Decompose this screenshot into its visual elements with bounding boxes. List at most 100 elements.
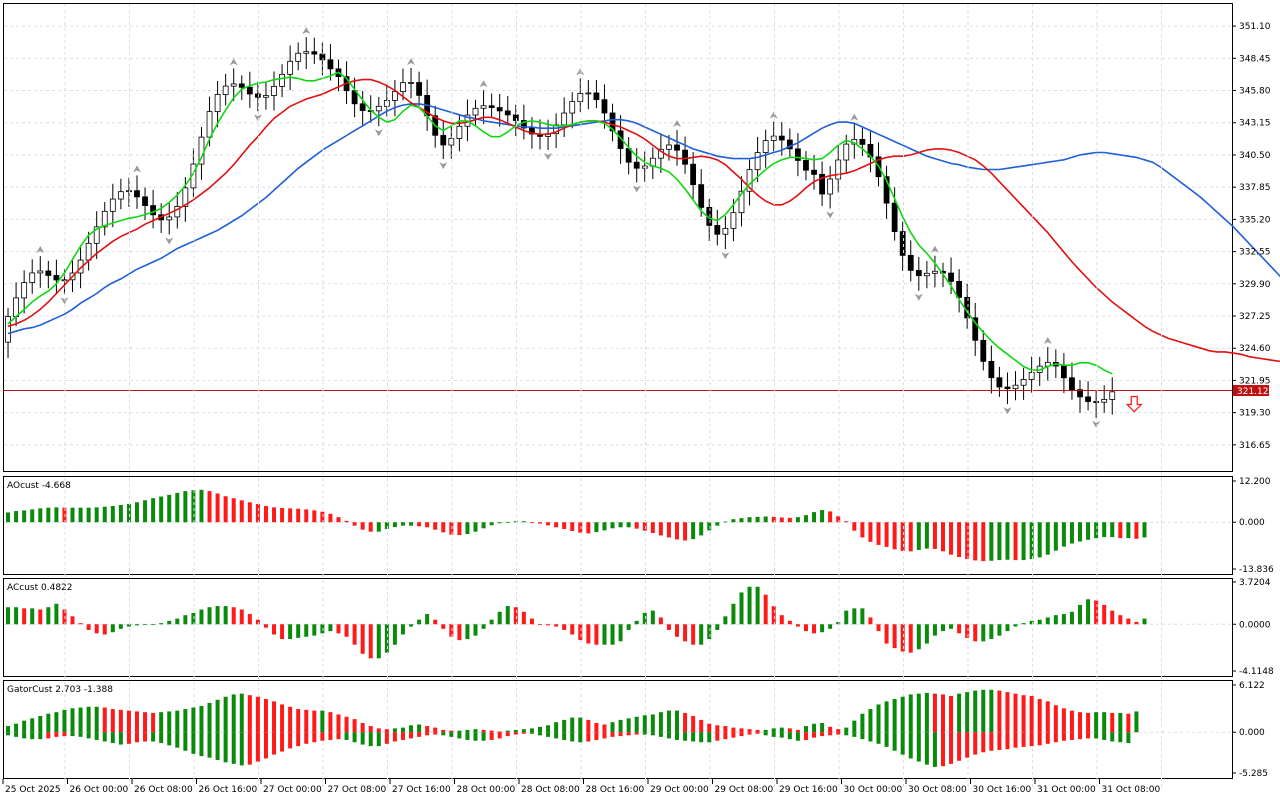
aocust-bar xyxy=(844,521,849,523)
gator-lower-bar xyxy=(1013,732,1018,748)
fractal-up-marker xyxy=(407,57,416,65)
gator-upper-bar xyxy=(280,704,285,733)
accust-bar xyxy=(884,624,889,644)
price-axis[interactable]: 351.10 348.45 345.80 343.15 340.50 337.85 335.… xyxy=(1232,22,1271,451)
gator-upper-bar xyxy=(1102,712,1107,733)
accust-bar xyxy=(255,619,260,625)
accust-bar xyxy=(1029,620,1034,625)
candle-body xyxy=(932,270,938,274)
gator-upper-bar xyxy=(981,689,986,733)
accust-bar xyxy=(215,606,220,625)
gator-upper-bar xyxy=(159,712,164,733)
time-tick-label: 26 Oct 16:00 xyxy=(199,785,258,795)
aocust-bar xyxy=(6,512,11,523)
candle-body xyxy=(835,159,842,180)
gator-upper-bar xyxy=(368,726,373,733)
time-tick-label: 26 Oct 08:00 xyxy=(134,785,193,795)
time-tick-label: 31 Oct 00:00 xyxy=(1037,785,1096,795)
aocust-bar xyxy=(836,516,841,523)
accust-bar xyxy=(610,624,615,645)
aocust-bar xyxy=(110,506,115,523)
accust-bar xyxy=(54,603,59,625)
candle-body xyxy=(891,202,898,232)
gator-lower-bar xyxy=(521,732,526,734)
accust-bar xyxy=(376,624,381,659)
aocust-bar xyxy=(191,490,196,523)
accust-bar xyxy=(288,624,293,640)
aocust-bar xyxy=(594,522,599,533)
aocust-bar xyxy=(981,522,986,562)
accust-bar xyxy=(384,624,389,653)
gator-upper-bar xyxy=(223,696,228,733)
gator-lower-bar xyxy=(449,732,454,737)
candle-body xyxy=(480,105,487,109)
aocust-bar xyxy=(312,510,317,523)
fractal-up-marker xyxy=(673,120,682,128)
gator-upper-bar xyxy=(666,710,671,733)
accust-bar xyxy=(779,615,784,625)
time-axis[interactable]: 25 Oct 2025 26 Oct 00:00 26 Oct 08:00 26 Oc… xyxy=(2,779,1160,795)
candle-body xyxy=(641,165,648,169)
candle-body xyxy=(351,90,358,105)
aocust-bar xyxy=(900,522,905,551)
gator-upper-bar xyxy=(997,690,1002,733)
gator-upper-bar xyxy=(965,692,970,733)
aocust-bar xyxy=(739,518,744,523)
gator-lower-bar xyxy=(828,732,833,736)
candlesticks xyxy=(5,37,1116,418)
current-price-label-text: 321.12 xyxy=(1237,387,1269,397)
candle-body xyxy=(569,101,576,114)
price-pane-frame xyxy=(3,3,1233,472)
gator-lower-bar xyxy=(151,732,156,742)
gator-upper-bar xyxy=(989,689,994,733)
gator-upper-bar xyxy=(683,712,688,733)
gator-lower-bar xyxy=(1037,732,1042,746)
gator-lower-bar xyxy=(932,732,937,767)
accust-bar xyxy=(965,624,970,638)
candle-body xyxy=(746,169,753,192)
gator-lower-bar xyxy=(1078,732,1083,740)
gator-lower-bar xyxy=(481,732,486,741)
gator-upper-bar xyxy=(916,693,921,733)
aocust-bar xyxy=(417,522,422,527)
gator-lower-bar xyxy=(860,732,865,740)
gator-lower-bar xyxy=(795,732,800,741)
aocust-bar xyxy=(1102,522,1107,538)
current-price-label: 321.12 xyxy=(1233,385,1269,397)
gator-lower-bar xyxy=(62,732,67,737)
aocust-bar xyxy=(755,516,760,523)
gator-upper-bar xyxy=(731,727,736,733)
gator-lower-bar xyxy=(876,732,881,744)
aocust-bar xyxy=(924,522,929,549)
candle-body xyxy=(1028,372,1035,380)
aocust-bar xyxy=(263,506,268,523)
accust-bar xyxy=(433,619,438,625)
candle-body xyxy=(778,135,785,141)
gator-lower-bar xyxy=(868,732,873,742)
gator-pane[interactable]: GatorCust 2.703 -1.388 6.122 0.000 -5.285 xyxy=(3,4,1269,790)
candle-body xyxy=(1069,377,1075,391)
accust-bar xyxy=(110,624,115,633)
candle-body xyxy=(126,190,132,193)
candle-body xyxy=(553,124,560,135)
accust-bar xyxy=(876,624,881,632)
accust-bar xyxy=(1069,611,1074,625)
candle-body xyxy=(827,178,834,195)
gator-upper-bar xyxy=(1061,708,1066,733)
candle-body xyxy=(13,297,19,318)
gator-lower-bar xyxy=(78,732,83,737)
candle-body xyxy=(53,275,60,281)
aocust-bar xyxy=(360,522,365,530)
candle-body xyxy=(698,184,705,208)
gator-lower-bar xyxy=(86,732,91,739)
accust-bar xyxy=(763,594,768,625)
aocust-bar xyxy=(957,522,962,558)
gator-lower-bar xyxy=(562,732,567,740)
gator-upper-bar xyxy=(908,694,913,733)
aocust-bar xyxy=(683,522,688,541)
gator-upper-bar xyxy=(360,722,365,733)
gator-lower-bar xyxy=(513,732,518,735)
gator-upper-bar xyxy=(231,694,236,733)
aocust-bar xyxy=(409,522,414,526)
